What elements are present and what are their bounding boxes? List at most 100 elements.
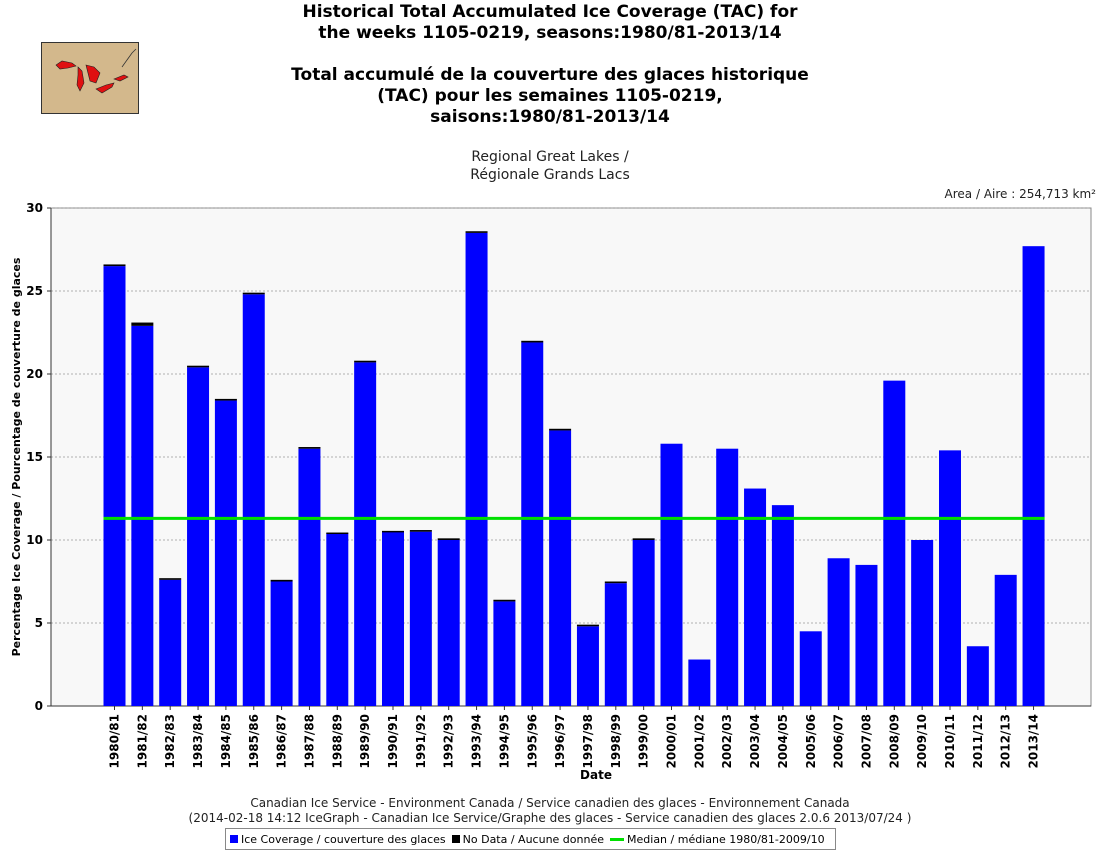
bar-nodata-1984-85 (214, 398, 237, 401)
subtitle-line2: Régionale Grands Lacs (470, 167, 630, 183)
x-tick-label: 2013/14 (1027, 714, 1041, 768)
bar-nodata-1988-89 (326, 532, 349, 535)
y-tick-label: 15 (26, 450, 43, 464)
y-tick-label: 5 (35, 616, 43, 630)
bar-ice-1988-89 (326, 533, 349, 706)
x-tick-label: 1987/88 (302, 714, 316, 768)
x-tick-label: 2007/08 (859, 714, 873, 768)
bar-ice-1994-95 (493, 601, 516, 706)
x-tick-label: 1988/89 (330, 714, 344, 768)
bar-ice-1997-98 (576, 626, 599, 706)
x-tick-label: 1981/82 (135, 714, 149, 768)
bar-nodata-1982-83 (159, 578, 182, 580)
median-swatch-icon (610, 837, 625, 841)
bar-ice-1986-87 (270, 581, 293, 706)
bar-ice-1995-96 (521, 342, 544, 706)
bar-ice-1987-88 (298, 448, 321, 706)
bar-ice-2012-13 (994, 574, 1017, 706)
y-tick-label: 0 (35, 699, 43, 713)
bar-ice-2003-04 (744, 488, 767, 706)
x-tick-label: 1986/87 (275, 714, 289, 768)
x-tick-label: 1983/84 (191, 714, 205, 768)
bar-ice-1982-83 (159, 579, 182, 706)
x-tick-label: 1992/93 (442, 714, 456, 768)
bar-nodata-1997-98 (576, 624, 599, 627)
x-tick-label: 1984/85 (219, 714, 233, 768)
y-tick-label: 25 (26, 284, 43, 298)
x-tick-label: 1999/00 (637, 714, 651, 768)
title-en-line2: the weeks 1105-0219, seasons:1980/81-201… (318, 23, 782, 43)
bar-ice-2011-12 (966, 646, 989, 706)
x-tick-label: 2000/01 (665, 714, 679, 768)
bar-ice-2006-07 (827, 558, 850, 706)
bar-ice-2004-05 (771, 505, 794, 706)
bar-nodata-1999-00 (632, 538, 655, 540)
x-axis-label: Date (580, 768, 612, 782)
bars (103, 231, 1045, 706)
x-tick-label: 2005/06 (804, 714, 818, 768)
x-axis-ticks: 1980/81 1981/82 1982/83 1983/84 1984/85 1985/… (108, 706, 1041, 768)
chart-title-english: Historical Total Accumulated Ice Coverag… (0, 2, 1100, 44)
bar-ice-1985-86 (242, 294, 265, 706)
bar-ice-2008-09 (883, 380, 906, 706)
x-tick-label: 1994/95 (497, 714, 511, 768)
bar-nodata-1989-90 (354, 360, 377, 363)
bar-ice-2013-14 (1022, 246, 1045, 706)
y-tick-label: 30 (26, 201, 43, 215)
ice-swatch-icon (230, 835, 238, 843)
bar-ice-2000-01 (660, 443, 683, 706)
bar-nodata-1985-86 (242, 292, 265, 295)
area-label: Area / Aire : 254,713 km² (944, 187, 1096, 201)
x-tick-label: 1996/97 (553, 714, 567, 768)
x-tick-label: 2011/12 (971, 714, 985, 768)
nodata-swatch-icon (451, 835, 460, 843)
bar-nodata-1996-97 (549, 428, 572, 431)
bar-ice-1984-85 (214, 400, 237, 706)
bar-ice-1996-97 (549, 430, 572, 706)
x-tick-label: 1989/90 (358, 714, 372, 768)
x-tick-label: 2001/02 (692, 714, 706, 768)
bar-ice-1983-84 (187, 367, 210, 706)
title-fr-line1: Total accumulé de la couverture des glac… (291, 65, 809, 85)
bar-ice-1981-82 (131, 325, 154, 706)
bar-ice-1992-93 (437, 540, 460, 706)
bar-nodata-1990-91 (382, 530, 404, 533)
bar-nodata-1994-95 (493, 599, 516, 602)
legend-item-ice: Ice Coverage / couverture des glaces (230, 833, 446, 846)
x-tick-label: 2008/09 (887, 714, 901, 768)
legend-median-label: Median / médiane 1980/81-2009/10 (627, 832, 825, 846)
legend-ice-label: Ice Coverage / couverture des glaces (241, 832, 446, 846)
x-tick-label: 1995/96 (525, 714, 539, 768)
bar-ice-1998-99 (604, 583, 627, 706)
great-lakes-map-icon (41, 42, 139, 114)
bar-ice-2010-11 (939, 450, 961, 706)
x-tick-label: 2003/04 (748, 714, 762, 768)
bar-nodata-1983-84 (187, 365, 210, 368)
bar-ice-2007-08 (855, 564, 878, 706)
x-tick-label: 2009/10 (915, 714, 929, 768)
bar-ice-1991-92 (409, 531, 432, 706)
bar-ice-2001-02 (688, 659, 711, 706)
legend: Ice Coverage / couverture des glaces No … (225, 828, 836, 850)
bar-nodata-1998-99 (604, 581, 627, 584)
bar-ice-1989-90 (354, 362, 377, 706)
subtitle-line1: Regional Great Lakes / (471, 149, 629, 165)
footer-credit: Canadian Ice Service - Environment Canad… (250, 796, 850, 810)
x-tick-label: 1998/99 (609, 714, 623, 768)
bar-ice-1999-00 (632, 540, 655, 706)
bar-nodata-1991-92 (409, 530, 432, 532)
title-fr-line2: (TAC) pour les semaines 1105-0219, (377, 86, 723, 106)
x-tick-label: 1997/98 (581, 714, 595, 768)
chart-title-french: Total accumulé de la couverture des glac… (0, 65, 1100, 128)
bar-ice-1993-94 (465, 232, 488, 706)
x-tick-label: 1982/83 (163, 714, 177, 768)
y-tick-label: 10 (26, 533, 43, 547)
x-tick-label: 1991/92 (414, 714, 428, 768)
footer-version: (2014-02-18 14:12 IceGraph - Canadian Ic… (188, 811, 912, 825)
bar-nodata-1993-94 (465, 231, 488, 233)
x-tick-label: 2006/07 (832, 714, 846, 768)
x-tick-label: 2004/05 (776, 714, 790, 768)
bar-nodata-1980-81 (103, 264, 126, 267)
chart-subtitle: Regional Great Lakes / Régionale Grands … (0, 148, 1100, 184)
